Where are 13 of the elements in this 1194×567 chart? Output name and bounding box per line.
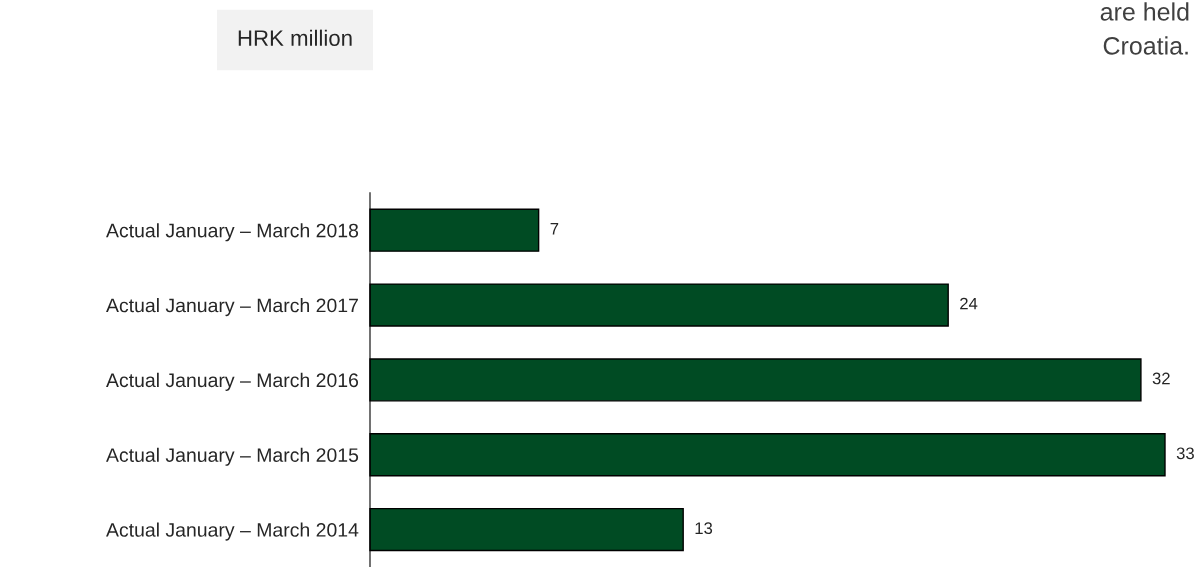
y-tick-label: Actual January – March 2018 — [106, 223, 359, 242]
y-tick-label: Actual January – March 2016 — [106, 372, 359, 391]
text: Croatia. — [1103, 36, 1188, 55]
y-tick-label: Actual January – March 2017 — [106, 298, 358, 317]
text: are held — [1100, 2, 1189, 21]
data-label: 33 — [1176, 447, 1194, 460]
data-label: 7 — [550, 223, 559, 235]
data-label: 13 — [695, 522, 713, 535]
chart-title: HRK million — [238, 29, 352, 46]
y-tick-label: Actual January – March 2015 — [106, 447, 359, 466]
data-label: 32 — [1152, 372, 1170, 385]
data-label: 24 — [960, 297, 978, 310]
y-tick-label: Actual January – March 2014 — [106, 522, 359, 541]
